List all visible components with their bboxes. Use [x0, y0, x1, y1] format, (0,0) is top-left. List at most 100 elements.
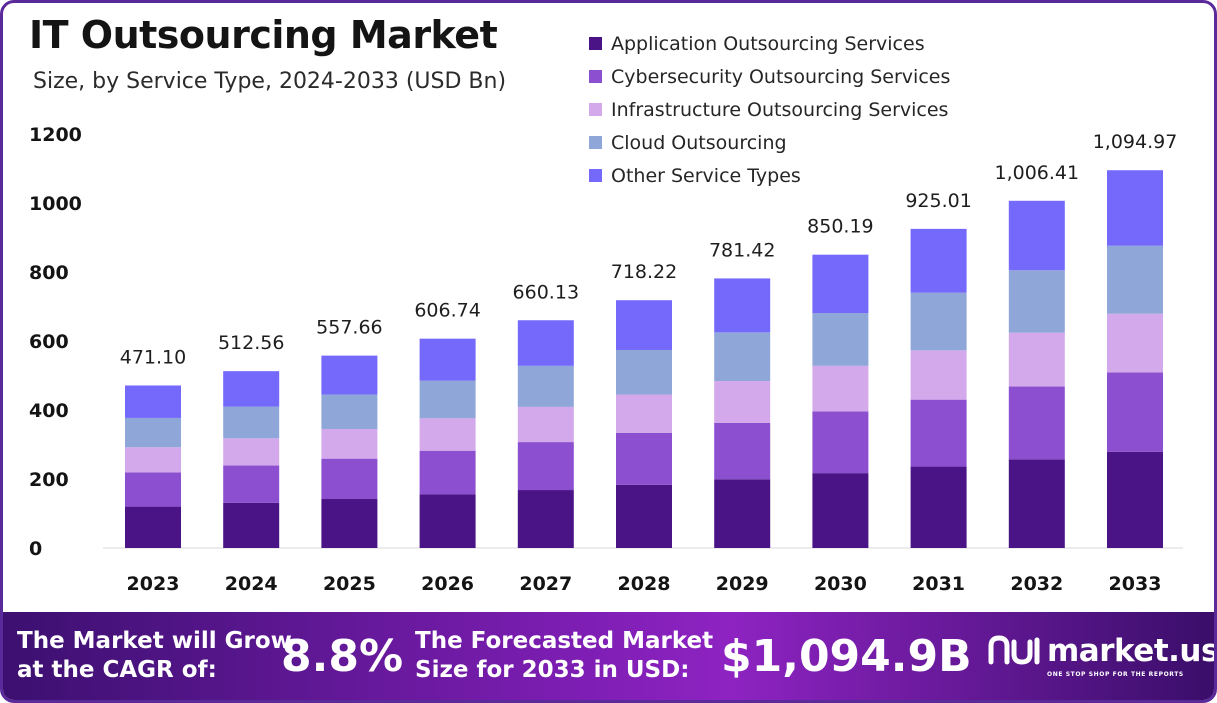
bar-segment-2031-s4	[910, 228, 967, 293]
total-label-2032: 1,006.41	[994, 162, 1079, 184]
y-tick-label-200: 200	[29, 469, 69, 491]
total-label-2023: 471.10	[120, 346, 186, 368]
bar-segment-2025-s0	[321, 499, 378, 548]
y-tick-label-0: 0	[29, 538, 42, 560]
brand-tagline: ONE STOP SHOP FOR THE REPORTS	[1047, 671, 1184, 678]
total-label-2033: 1,094.97	[1093, 131, 1178, 153]
brand-logo: market.us ONE STOP SHOP FOR THE REPORTS	[987, 632, 1217, 678]
brand-name: market.us	[1047, 633, 1217, 669]
bar-segment-2027-s1	[517, 442, 574, 491]
x-tick-label-2023: 2023	[127, 573, 180, 595]
bar-segment-2033-s2	[1107, 313, 1163, 373]
x-tick-label-2027: 2027	[519, 573, 572, 595]
legend-label-application: Application Outsourcing Services	[611, 32, 925, 55]
bar-segment-2023-s2	[125, 447, 181, 473]
market-us-logo-icon	[988, 635, 1040, 665]
bar-segment-2025-s3	[321, 394, 378, 429]
bar-segment-2031-s0	[910, 466, 967, 548]
forecast-caption-line1: The Forecasted Market	[415, 628, 714, 654]
cagr-value: 8.8%	[281, 631, 404, 682]
bar-segment-2027-s2	[517, 406, 574, 443]
bar-segment-2024-s0	[223, 502, 280, 548]
bar-segment-2030-s1	[812, 411, 869, 474]
legend-swatch-infrastructure	[589, 103, 602, 116]
bar-segment-2025-s1	[321, 458, 378, 500]
bar-segment-2029-s0	[714, 479, 771, 548]
forecast-caption: The Forecasted Market Size for 2033 in U…	[415, 627, 713, 685]
legend-swatch-application	[589, 37, 602, 50]
bar-segment-2033-s1	[1107, 372, 1163, 452]
total-label-2027: 660.13	[513, 281, 579, 303]
x-tick-label-2033: 2033	[1109, 573, 1162, 595]
bar-segment-2032-s2	[1008, 332, 1065, 387]
legend-label-cybersecurity: Cybersecurity Outsourcing Services	[611, 65, 951, 88]
legend-item-infrastructure: Infrastructure Outsourcing Services	[589, 93, 950, 126]
legend-label-infrastructure: Infrastructure Outsourcing Services	[611, 98, 949, 121]
bar-segment-2032-s1	[1008, 386, 1065, 460]
bar-segment-2028-s2	[616, 394, 672, 433]
bar-segment-2026-s1	[419, 450, 476, 495]
legend: Application Outsourcing Services Cyberse…	[589, 27, 950, 192]
bar-segment-2030-s4	[812, 254, 869, 314]
x-tick-label-2030: 2030	[814, 573, 867, 595]
total-label-2031: 925.01	[905, 190, 971, 212]
legend-item-cybersecurity: Cybersecurity Outsourcing Services	[589, 60, 950, 93]
bar-segment-2029-s3	[714, 332, 771, 382]
bar-segment-2027-s0	[517, 490, 574, 548]
x-tick-label-2032: 2032	[1010, 573, 1063, 595]
bar-segment-2027-s4	[517, 320, 574, 366]
bar-segment-2026-s4	[419, 338, 476, 381]
bar-segment-2030-s3	[812, 313, 869, 366]
bar-segment-2025-s2	[321, 428, 378, 459]
x-tick-label-2026: 2026	[421, 573, 474, 595]
bar-segment-2028-s0	[616, 484, 672, 548]
bar-segment-2023-s4	[125, 385, 181, 418]
total-label-2024: 512.56	[218, 332, 284, 354]
bar-segment-2033-s4	[1107, 170, 1163, 246]
y-tick-label-1000: 1000	[29, 193, 82, 215]
legend-label-other: Other Service Types	[611, 164, 801, 187]
y-tick-label-1200: 1200	[29, 124, 82, 146]
bar-segment-2031-s1	[910, 399, 967, 467]
bar-segment-2030-s2	[812, 365, 869, 412]
total-label-2029: 781.42	[709, 239, 775, 261]
bar-segment-2031-s2	[910, 350, 967, 400]
bar-segment-2026-s2	[419, 418, 476, 451]
bar-segment-2028-s3	[616, 349, 672, 395]
bar-segment-2024-s3	[223, 406, 280, 439]
stacked-bar-chart: 0 200 400 600 800 1000 1200 471.10 2023 512.56 202…	[29, 124, 1183, 595]
x-tick-label-2029: 2029	[716, 573, 769, 595]
x-tick-label-2028: 2028	[618, 573, 671, 595]
bar-segment-2026-s3	[419, 380, 476, 419]
chart-subtitle: Size, by Service Type, 2024-2033 (USD Bn…	[33, 69, 507, 94]
bar-segment-2029-s4	[714, 278, 771, 333]
x-tick-label-2031: 2031	[912, 573, 965, 595]
bar-segment-2033-s3	[1107, 245, 1163, 314]
bar-segment-2028-s4	[616, 300, 672, 350]
bar-segment-2032-s4	[1008, 200, 1065, 271]
bar-segment-2029-s2	[714, 381, 771, 423]
bar-segment-2032-s3	[1008, 270, 1065, 333]
bar-segment-2023-s1	[125, 472, 181, 507]
legend-item-other: Other Service Types	[589, 159, 950, 192]
legend-item-cloud: Cloud Outsourcing	[589, 126, 950, 159]
bar-segment-2033-s0	[1107, 451, 1163, 548]
total-label-2030: 850.19	[807, 216, 873, 238]
legend-swatch-other	[589, 169, 602, 182]
total-label-2025: 557.66	[316, 317, 382, 339]
cagr-caption: The Market will Grow at the CAGR of:	[17, 627, 292, 685]
bar-segment-2024-s4	[223, 371, 280, 407]
total-label-2028: 718.22	[611, 261, 677, 283]
bar-segment-2024-s1	[223, 465, 280, 503]
bar-segment-2026-s0	[419, 494, 476, 548]
footer-banner: The Market will Grow at the CAGR of: 8.8…	[3, 612, 1214, 700]
legend-swatch-cloud	[589, 136, 602, 149]
bar-segment-2023-s0	[125, 506, 181, 548]
bar-segment-2023-s3	[125, 417, 181, 448]
forecast-value: $1,094.9B	[721, 631, 972, 682]
bar-segment-2025-s4	[321, 355, 378, 395]
cagr-caption-line2: at the CAGR of:	[17, 657, 217, 683]
legend-label-cloud: Cloud Outsourcing	[611, 131, 787, 154]
x-tick-label-2024: 2024	[225, 573, 278, 595]
